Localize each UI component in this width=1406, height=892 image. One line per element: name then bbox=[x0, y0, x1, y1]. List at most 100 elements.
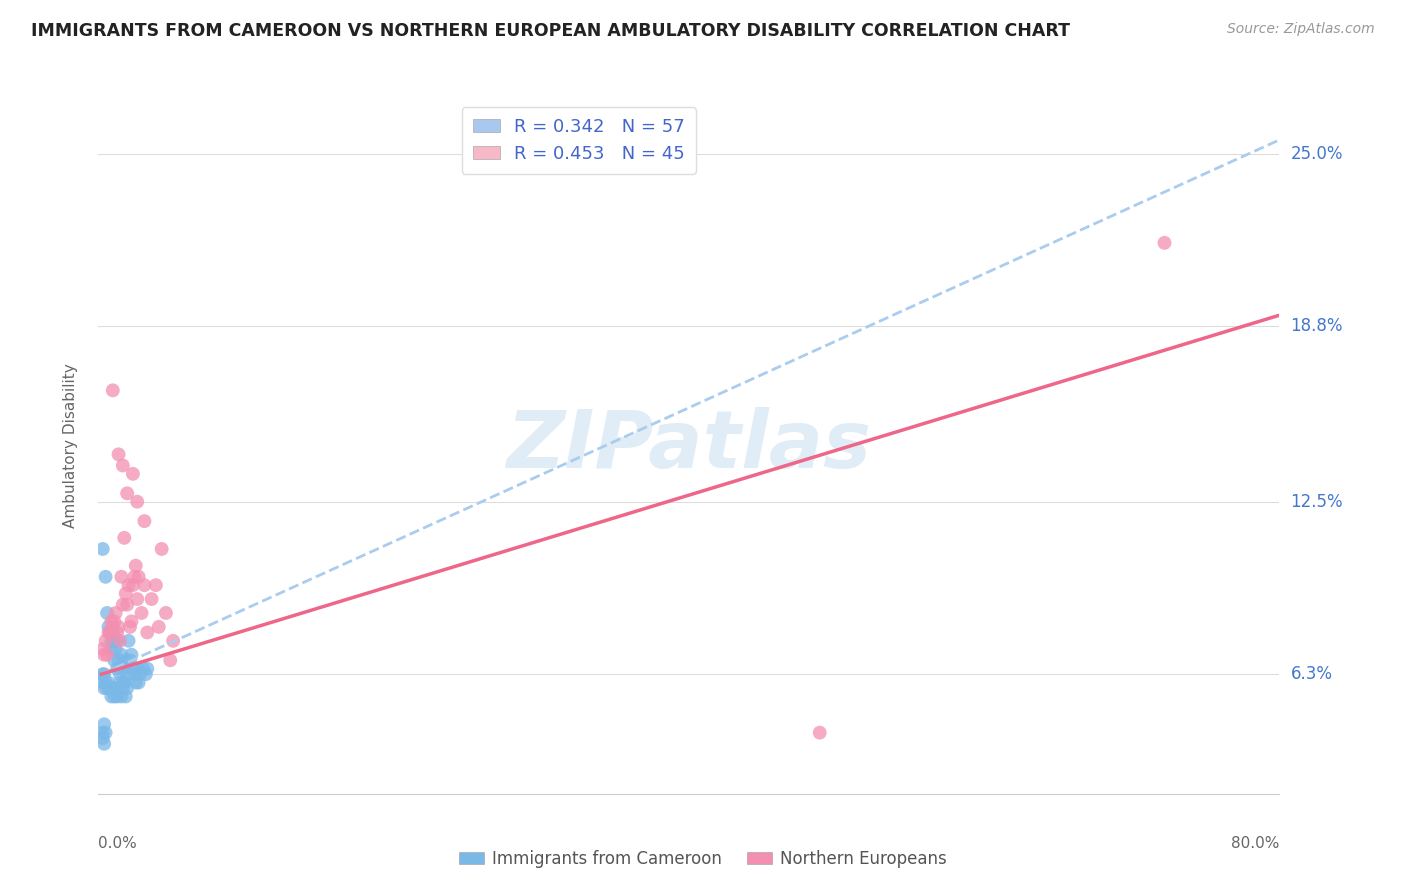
Point bbox=[128, 570, 150, 584]
Point bbox=[97, 620, 120, 634]
Point bbox=[117, 633, 139, 648]
Text: 18.8%: 18.8% bbox=[1291, 318, 1343, 335]
Point bbox=[134, 578, 156, 592]
Point bbox=[110, 690, 132, 704]
Point bbox=[128, 675, 150, 690]
Point bbox=[111, 598, 134, 612]
Point bbox=[162, 633, 184, 648]
Point bbox=[108, 633, 131, 648]
Text: 80.0%: 80.0% bbox=[1232, 836, 1279, 851]
Point bbox=[103, 690, 125, 704]
Point bbox=[104, 606, 127, 620]
Text: IMMIGRANTS FROM CAMEROON VS NORTHERN EUROPEAN AMBULATORY DISABILITY CORRELATION : IMMIGRANTS FROM CAMEROON VS NORTHERN EUR… bbox=[31, 22, 1070, 40]
Point bbox=[114, 690, 136, 704]
Point bbox=[93, 737, 115, 751]
Point bbox=[127, 662, 149, 676]
Point bbox=[125, 558, 148, 573]
Point bbox=[122, 662, 145, 676]
Point bbox=[101, 625, 124, 640]
Point bbox=[96, 606, 118, 620]
Point bbox=[97, 625, 120, 640]
Point bbox=[91, 731, 114, 746]
Point bbox=[105, 625, 128, 640]
Point bbox=[159, 653, 181, 667]
Point bbox=[93, 717, 115, 731]
Text: Source: ZipAtlas.com: Source: ZipAtlas.com bbox=[1227, 22, 1375, 37]
Point bbox=[91, 725, 114, 739]
Point bbox=[115, 681, 138, 695]
Point bbox=[103, 653, 125, 667]
Point bbox=[135, 667, 157, 681]
Point bbox=[101, 620, 124, 634]
Point bbox=[94, 633, 117, 648]
Text: 25.0%: 25.0% bbox=[1291, 145, 1343, 162]
Point bbox=[93, 667, 115, 681]
Point bbox=[112, 531, 135, 545]
Point bbox=[115, 598, 138, 612]
Point bbox=[105, 690, 128, 704]
Point bbox=[127, 592, 149, 607]
Point bbox=[103, 615, 125, 629]
Point bbox=[107, 653, 129, 667]
Point bbox=[129, 667, 152, 681]
Point bbox=[110, 570, 132, 584]
Point bbox=[122, 578, 145, 592]
Point bbox=[91, 541, 114, 556]
Point bbox=[91, 642, 114, 657]
Point bbox=[118, 653, 141, 667]
Point bbox=[136, 625, 159, 640]
Point bbox=[91, 675, 114, 690]
Point bbox=[103, 633, 125, 648]
Point bbox=[108, 667, 131, 681]
Point bbox=[121, 615, 143, 629]
Text: 12.5%: 12.5% bbox=[1291, 492, 1343, 510]
Point bbox=[97, 675, 120, 690]
Point bbox=[104, 681, 127, 695]
Text: ZIPatlas: ZIPatlas bbox=[506, 407, 872, 485]
Point bbox=[105, 633, 128, 648]
Point bbox=[98, 681, 121, 695]
Point bbox=[115, 486, 138, 500]
Point bbox=[141, 592, 163, 607]
Point bbox=[100, 633, 122, 648]
Point bbox=[112, 675, 135, 690]
Point bbox=[111, 681, 134, 695]
Point bbox=[114, 653, 136, 667]
Point bbox=[112, 675, 135, 690]
Point bbox=[114, 586, 136, 600]
Point bbox=[145, 578, 167, 592]
Point bbox=[100, 690, 122, 704]
Point bbox=[98, 625, 121, 640]
Point bbox=[124, 667, 146, 681]
Point bbox=[1153, 235, 1175, 250]
Point bbox=[115, 667, 138, 681]
Point bbox=[108, 675, 131, 690]
Point bbox=[91, 667, 114, 681]
Point bbox=[131, 606, 153, 620]
Point bbox=[93, 681, 115, 695]
Point bbox=[155, 606, 177, 620]
Point bbox=[96, 648, 118, 662]
Point bbox=[110, 648, 132, 662]
Point bbox=[101, 681, 124, 695]
Point bbox=[136, 662, 159, 676]
Point bbox=[94, 725, 117, 739]
Point bbox=[93, 648, 115, 662]
Point bbox=[150, 541, 173, 556]
Point bbox=[105, 662, 128, 676]
Point bbox=[100, 642, 122, 657]
Point bbox=[107, 620, 129, 634]
Point bbox=[132, 662, 155, 676]
Point bbox=[134, 514, 156, 528]
Point bbox=[104, 642, 127, 657]
Point bbox=[107, 681, 129, 695]
Point bbox=[127, 494, 149, 508]
Point bbox=[107, 447, 129, 461]
Y-axis label: Ambulatory Disability: Ambulatory Disability bbox=[63, 364, 77, 528]
Point bbox=[98, 625, 121, 640]
Point bbox=[96, 681, 118, 695]
Point bbox=[94, 675, 117, 690]
Point bbox=[111, 662, 134, 676]
Point bbox=[111, 458, 134, 473]
Legend: Immigrants from Cameroon, Northern Europeans: Immigrants from Cameroon, Northern Europ… bbox=[453, 844, 953, 875]
